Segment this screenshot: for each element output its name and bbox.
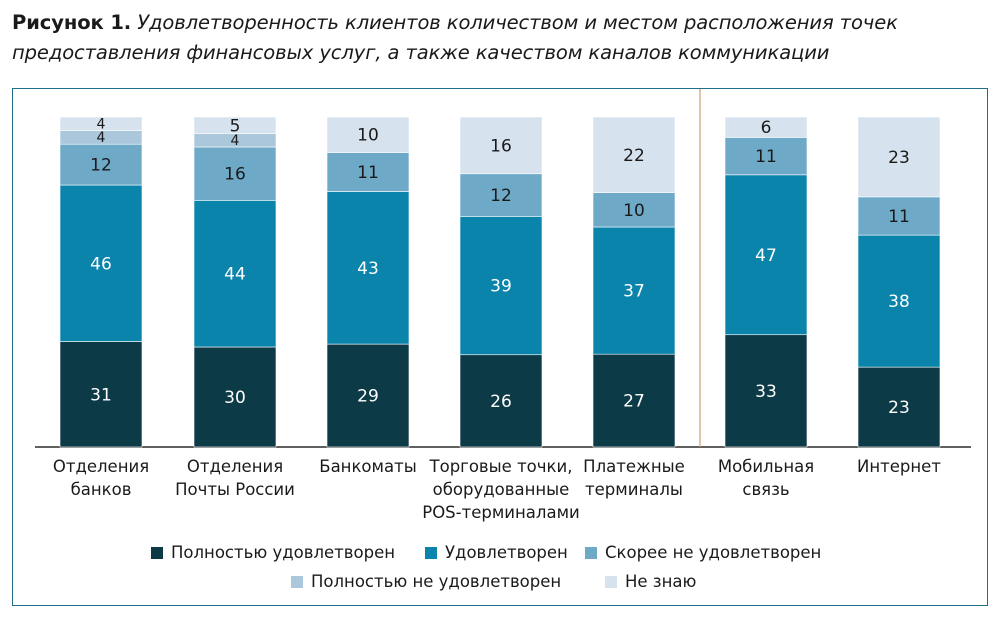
bar-segment bbox=[459, 116, 543, 175]
bar-segment bbox=[459, 354, 543, 448]
legend-swatch bbox=[585, 547, 597, 559]
legend-swatch bbox=[425, 547, 437, 559]
x-tick-label: POS-терминалами bbox=[422, 503, 580, 522]
data-label: 11 bbox=[357, 163, 379, 183]
figure-title: Удовлетворенность клиентов количеством и… bbox=[12, 11, 898, 64]
bar-segment bbox=[724, 137, 808, 176]
bar-segment bbox=[326, 116, 410, 153]
bar-segment bbox=[59, 116, 143, 131]
legend-label: Скорее не удовлетворен bbox=[605, 543, 822, 562]
x-tick-label: Банкоматы bbox=[319, 457, 416, 476]
bar-segment bbox=[59, 184, 143, 342]
data-label: 33 bbox=[755, 382, 777, 402]
data-label: 16 bbox=[490, 136, 512, 156]
bar-segment bbox=[59, 341, 143, 448]
x-tick-label: Отделения bbox=[53, 457, 149, 476]
data-label: 4 bbox=[97, 130, 106, 146]
bar-segment bbox=[459, 216, 543, 356]
bar-segment bbox=[326, 191, 410, 345]
data-label: 43 bbox=[357, 259, 379, 279]
data-label: 10 bbox=[357, 126, 379, 146]
bar-segment bbox=[592, 116, 676, 193]
legend-swatch bbox=[151, 547, 163, 559]
bar-segment bbox=[857, 116, 941, 198]
data-label: 29 bbox=[357, 387, 379, 407]
bar-segment bbox=[857, 196, 941, 236]
data-label: 12 bbox=[490, 186, 512, 206]
data-label: 4 bbox=[97, 116, 106, 132]
bar-segment bbox=[857, 366, 941, 448]
data-label: 23 bbox=[888, 398, 910, 418]
data-label: 12 bbox=[90, 156, 112, 176]
data-label: 47 bbox=[755, 246, 777, 266]
x-tick-label: Торговые точки, bbox=[429, 457, 573, 476]
legend-item: Полностью удовлетворен bbox=[151, 543, 395, 562]
x-tick-label: терминалы bbox=[585, 480, 683, 499]
data-label: 26 bbox=[490, 392, 512, 412]
x-tick-label: Мобильная bbox=[718, 457, 814, 476]
x-tick-label: связь bbox=[742, 480, 789, 499]
data-label: 38 bbox=[888, 292, 910, 312]
bar-segment bbox=[193, 346, 277, 448]
data-label: 30 bbox=[224, 388, 246, 408]
legend-swatch bbox=[291, 576, 303, 588]
bar-segment bbox=[59, 143, 143, 186]
stacked-bar-chart: 31461244Отделениябанков30441645Отделения… bbox=[35, 89, 971, 522]
data-label: 4 bbox=[231, 133, 240, 149]
data-label: 5 bbox=[230, 116, 241, 136]
data-label: 39 bbox=[490, 277, 512, 297]
bar-segment bbox=[193, 146, 277, 201]
data-label: 11 bbox=[755, 147, 777, 167]
x-tick-label: Платежные bbox=[583, 457, 685, 476]
data-label: 27 bbox=[623, 392, 645, 412]
x-tick-label: Почты России bbox=[175, 480, 295, 499]
x-tick-label: оборудованные bbox=[433, 480, 570, 499]
bar-segment bbox=[724, 116, 808, 138]
figure-caption: Рисунок 1. Удовлетворенность клиентов ко… bbox=[12, 8, 992, 68]
data-label: 23 bbox=[888, 148, 910, 168]
legend-item: Удовлетворен bbox=[425, 543, 568, 562]
legend-swatch bbox=[605, 576, 617, 588]
bar-segment bbox=[193, 200, 277, 348]
bar-segment bbox=[724, 174, 808, 336]
x-tick-label: Интернет bbox=[857, 457, 941, 476]
bar-segment bbox=[459, 173, 543, 217]
legend-label: Полностью удовлетворен bbox=[171, 543, 396, 562]
data-label: 6 bbox=[761, 118, 772, 138]
data-label: 10 bbox=[623, 201, 645, 221]
data-label: 46 bbox=[90, 254, 112, 274]
bar-segment bbox=[193, 116, 277, 134]
data-label: 11 bbox=[888, 207, 910, 227]
legend-label: Не знаю bbox=[625, 572, 697, 591]
legend-item: Полностью не удовлетворен bbox=[291, 572, 561, 591]
legend-label: Полностью не удовлетворен bbox=[311, 572, 562, 591]
legend-label: Удовлетворен bbox=[445, 543, 568, 562]
x-tick-label: банков bbox=[71, 480, 132, 499]
figure-number: Рисунок 1. bbox=[12, 11, 132, 34]
x-tick-label: Отделения bbox=[187, 457, 283, 476]
data-label: 16 bbox=[224, 165, 246, 185]
bar-segment bbox=[592, 192, 676, 228]
chart-frame: 31 46 12 4 4 Отделения банков 30 44 16 4 5 Отделения… bbox=[12, 88, 988, 606]
data-label: 37 bbox=[623, 282, 645, 302]
legend-item: Не знаю bbox=[605, 572, 696, 591]
bar-segment bbox=[857, 234, 941, 368]
legend-item: Скорее не удовлетворен bbox=[585, 543, 821, 562]
bar-segment bbox=[326, 152, 410, 192]
bar-segment bbox=[326, 343, 410, 448]
bar-segment bbox=[592, 353, 676, 448]
data-label: 22 bbox=[623, 146, 645, 166]
data-label: 31 bbox=[90, 385, 112, 405]
data-label: 44 bbox=[224, 265, 246, 285]
bar-segment bbox=[724, 334, 808, 448]
